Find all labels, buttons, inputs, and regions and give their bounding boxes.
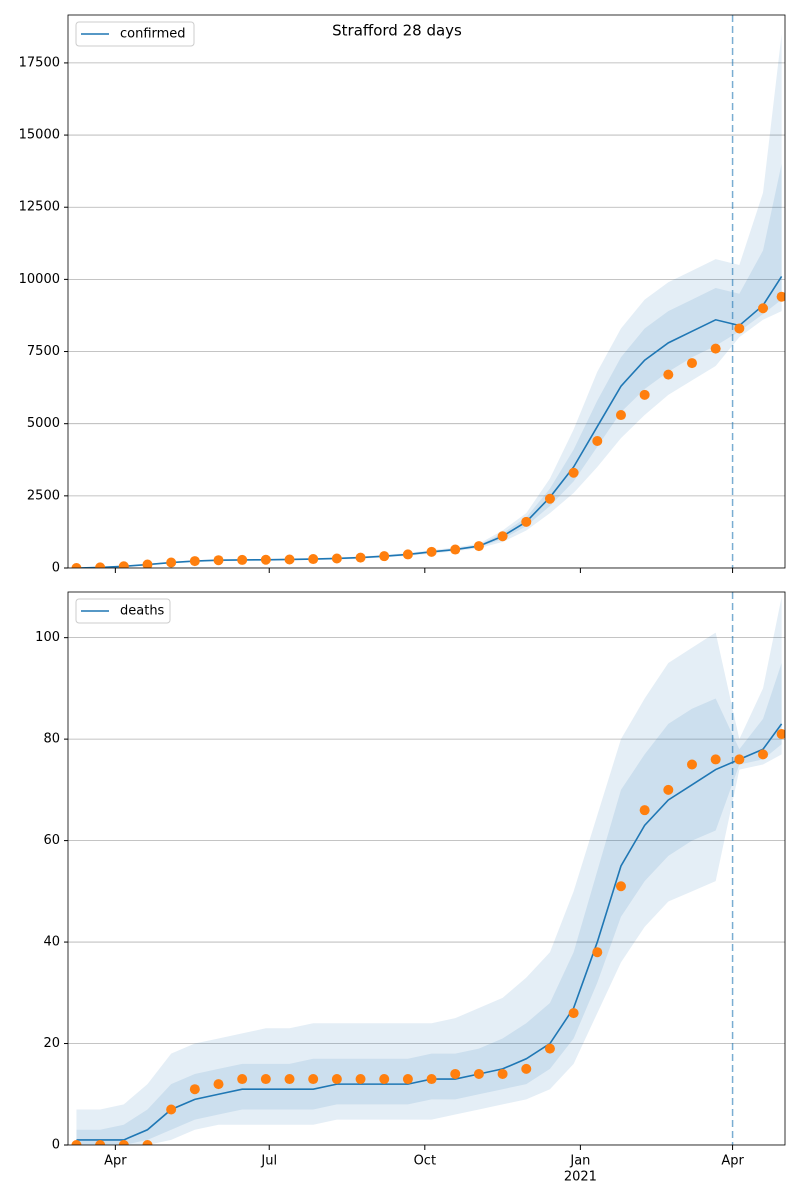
band xyxy=(76,34,782,568)
observed-point xyxy=(237,1074,248,1085)
y-tick-label: 100 xyxy=(35,630,60,645)
observed-point xyxy=(758,303,769,314)
plot-area xyxy=(68,597,785,1145)
observed-point xyxy=(379,1074,390,1085)
observed-point xyxy=(260,1074,271,1085)
y-tick-label: 60 xyxy=(43,833,60,848)
axes-frame xyxy=(67,14,786,569)
observed-point xyxy=(710,343,721,354)
axes-frame xyxy=(67,591,786,1146)
observed-point xyxy=(639,805,650,816)
observed-point xyxy=(189,556,200,567)
observed-point xyxy=(95,1140,106,1145)
y-tick-label: 17500 xyxy=(19,55,60,70)
band xyxy=(76,663,782,1145)
legend-label: deaths xyxy=(120,604,165,619)
x-tick-label: Apr xyxy=(721,1154,744,1169)
y-tick-label: 12500 xyxy=(19,200,60,215)
observed-point xyxy=(710,754,721,765)
observed-point xyxy=(331,1074,342,1085)
observed-point xyxy=(71,1140,82,1145)
x-tick-label: Jan xyxy=(569,1154,590,1169)
y-tick-label: 0 xyxy=(52,561,60,576)
observed-point xyxy=(166,1104,177,1115)
observed-point xyxy=(568,1008,579,1019)
x-tick-label: Jul xyxy=(260,1154,277,1169)
observed-point xyxy=(71,563,82,568)
observed-point xyxy=(615,410,626,421)
observed-point xyxy=(473,1068,484,1079)
observed-point xyxy=(95,562,106,568)
legend-box xyxy=(75,21,195,47)
observed-point xyxy=(758,749,769,760)
observed-point xyxy=(592,436,603,447)
observed-point xyxy=(497,1068,508,1079)
y-tick-label: 7500 xyxy=(27,344,60,359)
band xyxy=(76,597,782,1145)
y-tick-label: 0 xyxy=(52,1138,60,1153)
observed-point xyxy=(308,1074,319,1085)
observed-point xyxy=(308,554,319,565)
observed-point xyxy=(544,493,555,504)
observed-point xyxy=(544,1043,555,1054)
observed-point xyxy=(686,358,697,369)
observed-point xyxy=(426,546,437,557)
observed-point xyxy=(118,561,129,568)
observed-point xyxy=(592,947,603,958)
observed-point xyxy=(734,754,745,765)
observed-point xyxy=(450,544,461,555)
observed-point xyxy=(402,549,413,560)
legend: deaths xyxy=(75,598,171,624)
observed-point xyxy=(473,541,484,552)
observed-point xyxy=(426,1074,437,1085)
observed-point xyxy=(450,1068,461,1079)
chart-title: Strafford 28 days xyxy=(332,22,462,40)
observed-point xyxy=(776,729,785,740)
observed-point xyxy=(663,369,674,380)
observed-point xyxy=(142,1140,153,1145)
observed-point xyxy=(663,784,674,795)
y-tick-label: 15000 xyxy=(19,128,60,143)
plot-area xyxy=(68,34,785,568)
y-tick-label: 40 xyxy=(43,935,60,950)
band xyxy=(76,163,782,568)
y-tick-label: 2500 xyxy=(27,488,60,503)
y-tick-label: 10000 xyxy=(19,272,60,287)
observed-point xyxy=(189,1084,200,1095)
observed-point xyxy=(355,1074,366,1085)
observed-point xyxy=(402,1074,413,1085)
y-tick-label: 20 xyxy=(43,1036,60,1051)
observed-point xyxy=(284,1074,295,1085)
legend-box xyxy=(75,598,171,624)
y-tick-label: 5000 xyxy=(27,416,60,431)
x-tick-sublabel: 2021 xyxy=(564,1170,597,1185)
observed-point xyxy=(686,759,697,770)
observed-point xyxy=(213,555,224,566)
observed-point xyxy=(521,1063,532,1074)
legend-label: confirmed xyxy=(120,27,186,42)
observed-point xyxy=(260,554,271,565)
observed-point xyxy=(734,323,745,334)
observed-point xyxy=(355,552,366,563)
observed-point xyxy=(166,557,177,568)
observed-point xyxy=(237,554,248,565)
legend: confirmed xyxy=(75,21,195,47)
x-tick-label: Oct xyxy=(414,1154,436,1169)
x-tick-label: Apr xyxy=(104,1154,127,1169)
observed-point xyxy=(776,291,785,302)
observed-point xyxy=(118,1140,129,1145)
observed-point xyxy=(213,1079,224,1090)
observed-point xyxy=(379,551,390,562)
observed-point xyxy=(568,467,579,478)
y-tick-label: 80 xyxy=(43,732,60,747)
observed-point xyxy=(331,553,342,564)
observed-point xyxy=(284,554,295,565)
observed-point xyxy=(639,389,650,400)
observed-point xyxy=(521,516,532,527)
observed-point xyxy=(497,531,508,542)
observed-point xyxy=(615,881,626,892)
observed-point xyxy=(142,559,153,568)
